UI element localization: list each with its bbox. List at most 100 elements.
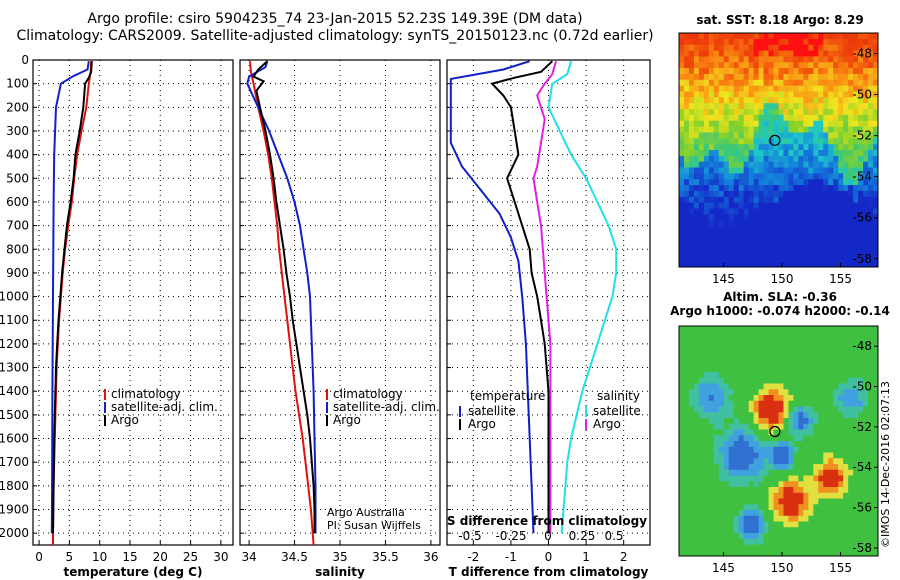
heatmap-cell xyxy=(763,237,769,244)
heatmap-cell xyxy=(753,73,760,81)
heatmap-cell xyxy=(723,190,730,198)
heatmap-cell xyxy=(743,109,750,116)
heatmap-cell xyxy=(803,429,809,436)
heatmap-cell xyxy=(778,326,784,333)
heatmap-cell xyxy=(758,138,764,145)
heatmap-cell xyxy=(853,492,859,499)
heatmap-cell xyxy=(693,487,700,494)
heatmap-cell xyxy=(798,255,804,262)
heatmap-cell xyxy=(838,173,844,180)
heatmap-cell xyxy=(683,79,690,87)
heatmap-cell xyxy=(683,114,690,122)
legend-label: Argo xyxy=(111,413,139,427)
heatmap-cell xyxy=(853,167,859,174)
heatmap-cell xyxy=(858,56,864,63)
heatmap-cell xyxy=(693,337,700,344)
heatmap-cell xyxy=(693,349,700,356)
heatmap-cell xyxy=(858,97,864,104)
heatmap-cell xyxy=(753,331,760,338)
heatmap-cell xyxy=(773,103,779,110)
heatmap-cell xyxy=(823,475,829,482)
heatmap-cell xyxy=(853,469,859,476)
heatmap-cell xyxy=(788,33,794,40)
heatmap-cell xyxy=(708,237,715,244)
heatmap-cell xyxy=(853,120,859,127)
heatmap-cell xyxy=(708,441,715,448)
heatmap-cell xyxy=(758,144,764,151)
heatmap-cell xyxy=(873,38,879,46)
heatmap-cell xyxy=(863,418,869,425)
heatmap-cell xyxy=(703,38,710,46)
heatmap-cell xyxy=(858,196,864,204)
heatmap-cell xyxy=(808,179,814,186)
heatmap-cell xyxy=(788,237,794,244)
heatmap-cell xyxy=(688,196,695,204)
heatmap-cell xyxy=(838,255,844,262)
heatmap-cell xyxy=(778,155,784,163)
heatmap-cell xyxy=(843,226,849,233)
heatmap-cell xyxy=(688,515,695,522)
heatmap-cell xyxy=(833,50,839,57)
heatmap-cell xyxy=(703,349,710,356)
heatmap-cell xyxy=(768,79,774,87)
heatmap-cell xyxy=(783,255,789,262)
heatmap-cell xyxy=(718,73,725,81)
heatmap-cell xyxy=(868,208,874,215)
heatmap-cell xyxy=(728,550,735,557)
heatmap-cell xyxy=(748,400,755,407)
heatmap-cell xyxy=(853,138,859,145)
heatmap-cell xyxy=(798,220,804,227)
heatmap-cell xyxy=(748,464,755,471)
heatmap-cell xyxy=(798,395,804,402)
heatmap-cell xyxy=(778,400,784,407)
heatmap-cell xyxy=(788,475,794,482)
argo-location-marker xyxy=(769,425,781,438)
heatmap-cell xyxy=(693,406,700,413)
heatmap-cell xyxy=(703,161,710,168)
heatmap-cell xyxy=(688,120,695,127)
heatmap-cell xyxy=(858,132,864,139)
heatmap-cell xyxy=(808,418,814,425)
heatmap-cell xyxy=(858,395,864,402)
sla-map-title-line2: Argo h1000: -0.074 h2000: -0.14 xyxy=(670,304,890,318)
heatmap-cell xyxy=(713,441,720,448)
heatmap-cell xyxy=(713,521,720,528)
heatmap-cell xyxy=(858,458,864,465)
heatmap-cell xyxy=(693,62,700,69)
heatmap-cell xyxy=(679,412,685,419)
heatmap-cell xyxy=(703,62,710,69)
heatmap-cell xyxy=(683,354,690,361)
heatmap-cell xyxy=(723,126,730,133)
heatmap-cell xyxy=(688,504,695,511)
heatmap-cell xyxy=(833,441,839,448)
heatmap-cell xyxy=(708,91,715,98)
heatmap-cell xyxy=(783,538,789,545)
heatmap-cell xyxy=(713,255,720,262)
heatmap-cell xyxy=(693,492,700,499)
heatmap-cell xyxy=(863,550,869,557)
heatmap-cell xyxy=(838,366,844,373)
heatmap-cell xyxy=(683,492,690,499)
heatmap-cell xyxy=(778,261,784,268)
heatmap-cell xyxy=(778,418,784,425)
heatmap-cell xyxy=(858,515,864,522)
heatmap-cell xyxy=(843,435,849,442)
heatmap-cell xyxy=(743,185,750,192)
heatmap-cell xyxy=(793,360,799,367)
heatmap-cell xyxy=(833,231,839,239)
heatmap-cell xyxy=(753,429,760,436)
heatmap-cell xyxy=(793,109,799,116)
heatmap-cell xyxy=(803,550,809,557)
heatmap-cell xyxy=(808,487,814,494)
heatmap-cell xyxy=(693,261,700,268)
heatmap-cell xyxy=(753,337,760,344)
heatmap-cell xyxy=(873,349,879,356)
heatmap-cell xyxy=(718,214,725,221)
heatmap-cell xyxy=(868,372,874,379)
heatmap-cell xyxy=(688,214,695,221)
heatmap-cell xyxy=(843,179,849,186)
heatmap-cell xyxy=(858,243,864,250)
heatmap-cell xyxy=(818,97,824,104)
heatmap-cell xyxy=(783,202,789,209)
heatmap-cell xyxy=(693,498,700,505)
